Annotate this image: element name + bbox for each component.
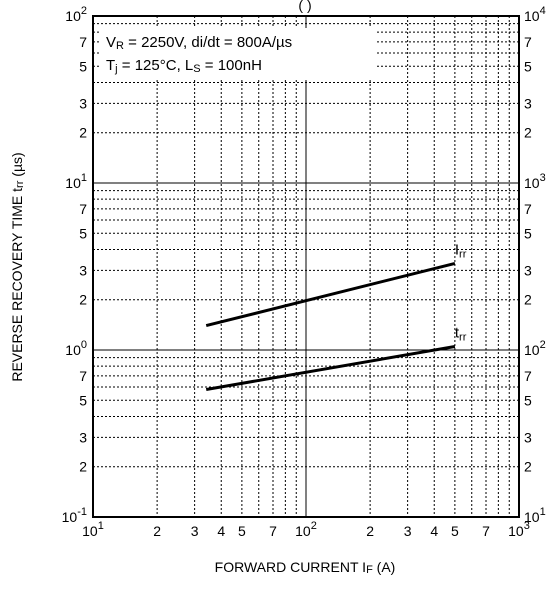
y2-tick-label: 2	[524, 459, 532, 475]
x-axis-label: FORWARD CURRENT IF (A)	[215, 559, 396, 576]
x-tick-labels: 101 2 3 4 5 7 102 2 3 4 5 7 103	[82, 520, 530, 539]
chart-title-partial: ( )	[298, 0, 311, 13]
y2-tick-label: 2	[524, 125, 532, 141]
x-tick-label: 101	[82, 520, 104, 539]
series-label-Irr: Irr	[455, 241, 467, 260]
x-tick-label: 5	[238, 523, 246, 539]
y2-tick-label: 3	[524, 429, 532, 445]
x-tick-label: 7	[482, 523, 490, 539]
series-layer: Irr trr	[205, 241, 467, 391]
conditions-box	[100, 28, 376, 80]
y2-tick-label: 101	[524, 506, 546, 525]
y2-tick-label: 7	[524, 34, 532, 50]
y-tick-label: 7	[79, 201, 87, 217]
x-tick-label: 4	[430, 523, 438, 539]
y2-tick-label: 102	[524, 339, 546, 358]
y-tick-label: 5	[79, 58, 87, 74]
y-axis-label: REVERSE RECOVERY TIME trr (µs)	[9, 152, 26, 381]
x-tick-label: 2	[153, 523, 161, 539]
x-tick-label: 2	[366, 523, 374, 539]
y2-tick-label: 3	[524, 262, 532, 278]
y-tick-label: 7	[79, 368, 87, 384]
x-tick-label: 4	[217, 523, 225, 539]
x-tick-label: 3	[191, 523, 199, 539]
y-tick-label: 3	[79, 262, 87, 278]
series-line-Irr	[205, 261, 456, 328]
y2-tick-label: 2	[524, 292, 532, 308]
y-tick-label: 7	[79, 34, 87, 50]
y2-tick-label: 104	[524, 5, 546, 24]
y2-tick-labels: 101 2 3 5 7 102 2 3 5 7 103 2 3 5 7 104	[524, 5, 546, 525]
y2-tick-label: 7	[524, 201, 532, 217]
x-tick-label: 3	[404, 523, 412, 539]
y-tick-label: 10-1	[62, 506, 87, 525]
y2-tick-label: 3	[524, 95, 532, 111]
plot-frame	[92, 15, 520, 518]
y2-tick-label: 5	[524, 225, 532, 241]
conditions-line-1: VR = 2250V, di/dt = 800A/µs	[106, 34, 292, 52]
y-tick-label: 5	[79, 392, 87, 408]
y-tick-label: 5	[79, 225, 87, 241]
y-tick-labels: 10-1 2 3 5 7 100 2 3 5 7 101 2 3 5 7 102	[62, 5, 88, 525]
y-tick-label: 100	[65, 339, 87, 358]
y2-tick-label: 7	[524, 368, 532, 384]
grid	[93, 16, 519, 517]
x-tick-label: 5	[451, 523, 459, 539]
y-tick-label: 2	[79, 125, 87, 141]
series-line-trr	[205, 345, 456, 391]
y2-tick-label: 5	[524, 58, 532, 74]
y-tick-label: 2	[79, 459, 87, 475]
x-tick-label: 102	[295, 520, 317, 539]
x-tick-label: 103	[508, 520, 530, 539]
y-tick-label: 2	[79, 292, 87, 308]
y2-tick-label: 103	[524, 172, 546, 191]
y2-tick-label: 5	[524, 392, 532, 408]
y-tick-label: 102	[65, 5, 87, 24]
x-tick-label: 7	[269, 523, 277, 539]
series-label-trr: trr	[455, 324, 467, 343]
conditions-line-2: Tj = 125°C, LS = 100nH	[106, 57, 262, 75]
y-tick-label: 3	[79, 95, 87, 111]
y-tick-label: 101	[65, 172, 87, 191]
y-tick-label: 3	[79, 429, 87, 445]
